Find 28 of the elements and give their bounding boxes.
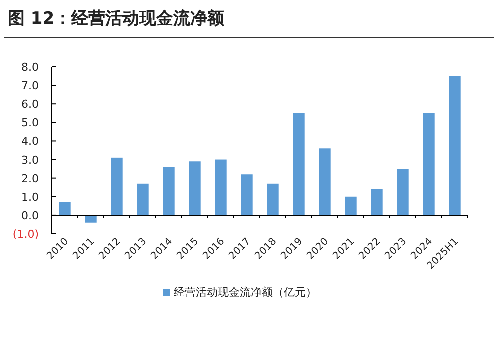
y-tick-label: 4.0 bbox=[22, 135, 39, 148]
bar bbox=[293, 113, 305, 216]
y-tick-label: 3.0 bbox=[22, 154, 39, 167]
bar bbox=[85, 215, 97, 223]
bar bbox=[163, 167, 175, 216]
y-tick-label: 0.0 bbox=[22, 209, 39, 222]
bar bbox=[189, 162, 201, 216]
bar bbox=[241, 174, 253, 216]
bar bbox=[371, 189, 383, 216]
bar bbox=[319, 148, 331, 216]
y-tick-label: 1.0 bbox=[22, 190, 39, 204]
bar bbox=[267, 184, 279, 216]
y-tick-label: 5.0 bbox=[22, 116, 39, 130]
bar bbox=[423, 113, 435, 216]
chart-title: 图 12：经营活动现金流净额 bbox=[8, 9, 226, 29]
y-tick-label: (1.0) bbox=[12, 228, 39, 241]
legend-label: 经营活动现金流净额（亿元） bbox=[174, 286, 317, 299]
bar bbox=[59, 202, 71, 216]
bar bbox=[137, 184, 149, 216]
y-tick-label: 2.0 bbox=[22, 172, 39, 186]
bar bbox=[397, 169, 409, 216]
bar bbox=[111, 158, 123, 216]
y-tick-label: 7.0 bbox=[22, 80, 39, 93]
y-tick-label: 8.0 bbox=[22, 61, 39, 74]
bar bbox=[449, 76, 461, 216]
bar bbox=[215, 160, 227, 216]
bar bbox=[345, 196, 357, 216]
y-tick-label: 6.0 bbox=[22, 98, 39, 112]
